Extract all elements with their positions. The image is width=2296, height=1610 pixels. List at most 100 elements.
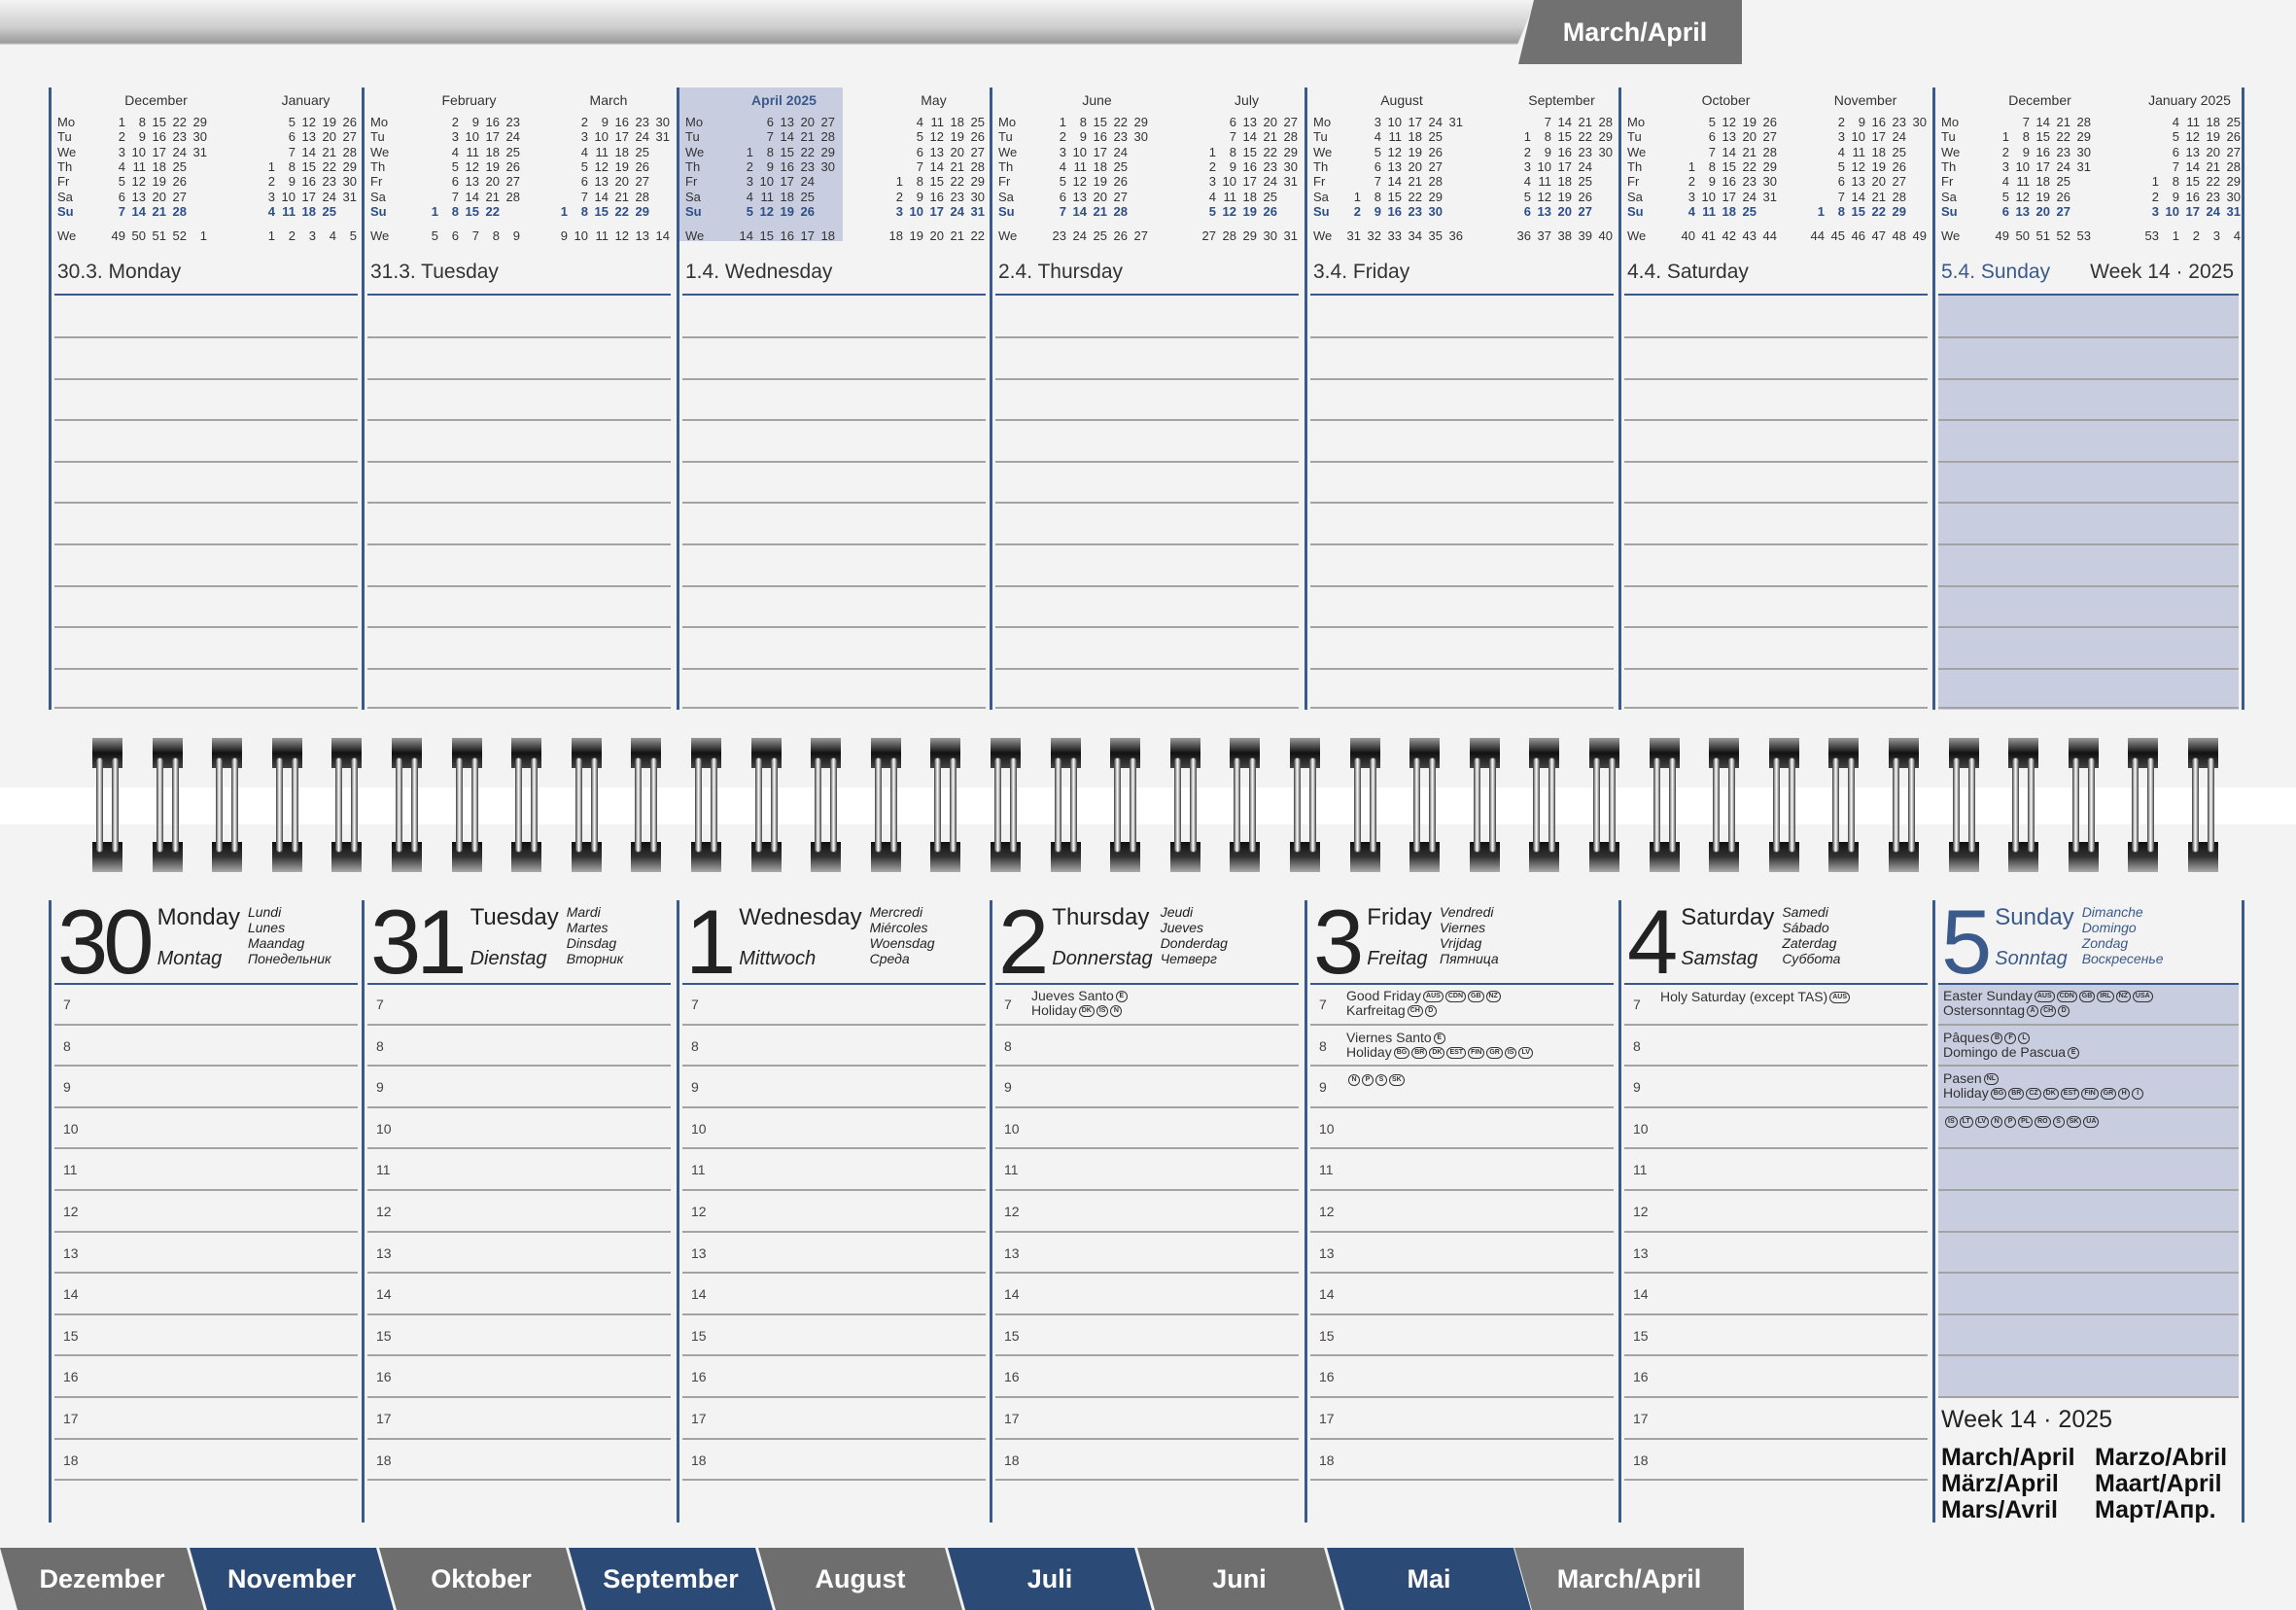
mini-calendar-day[interactable]: 29 <box>1133 115 1148 129</box>
mini-calendar-day[interactable]: 21 <box>950 158 964 174</box>
mini-calendar-day[interactable]: 20 <box>614 174 629 190</box>
mini-calendar-day[interactable]: 30 <box>342 174 357 190</box>
mini-calendar-day[interactable]: 16 <box>780 228 794 243</box>
mini-calendar-day[interactable] <box>1804 145 1825 159</box>
mini-calendar-day[interactable] <box>1340 145 1361 159</box>
mini-calendar-day[interactable]: 13 <box>2015 203 2030 219</box>
mini-calendar-day[interactable]: 12 <box>1222 203 1236 219</box>
mini-calendar-day[interactable]: 12 <box>1387 144 1402 159</box>
mini-calendar-day[interactable]: 5 <box>431 228 438 243</box>
mini-calendar-day[interactable]: 19 <box>2206 129 2220 145</box>
mini-calendar-day[interactable]: 23 <box>1113 129 1128 145</box>
mini-calendar-day[interactable] <box>418 174 438 189</box>
mini-calendar-day[interactable]: 24 <box>1263 174 1277 190</box>
mini-calendar-day[interactable]: 16 <box>1557 144 1572 159</box>
mini-calendar-day[interactable]: 29 <box>1762 158 1777 174</box>
mini-calendar-day[interactable]: 18 <box>950 115 964 129</box>
mini-calendar-day[interactable]: 21 <box>1742 144 1757 159</box>
mini-calendar-day[interactable]: 18 <box>1557 174 1572 190</box>
mini-calendar-day[interactable]: 31 <box>1762 189 1777 204</box>
mini-calendar-day[interactable]: 23 <box>950 189 964 204</box>
mini-calendar-day[interactable]: 11 <box>1073 158 1088 174</box>
mini-calendar-day[interactable]: 4 <box>1059 158 1066 174</box>
mini-calendar-day[interactable]: 10 <box>759 174 774 190</box>
mini-calendar-day[interactable]: 16 <box>2185 189 2200 204</box>
mini-calendar-day[interactable] <box>1906 129 1927 144</box>
month-tab-oktober[interactable]: Oktober <box>379 1548 583 1610</box>
mini-calendar-day[interactable]: 30 <box>655 115 670 129</box>
mini-calendar-day[interactable]: 27 <box>1283 115 1298 129</box>
mini-calendar-day[interactable]: 7 <box>288 144 296 159</box>
mini-calendar-day[interactable]: 10 <box>1387 115 1402 129</box>
mini-calendar-day[interactable]: 7 <box>2172 158 2179 174</box>
mini-calendar-day[interactable]: 18 <box>888 228 903 243</box>
mini-calendar-day[interactable]: 40 <box>1598 228 1613 243</box>
mini-calendar-day[interactable]: 13 <box>635 228 649 243</box>
mini-calendar-day[interactable]: 5 <box>451 158 459 174</box>
mini-calendar-day[interactable]: 24 <box>2206 203 2220 219</box>
mini-calendar-day[interactable]: 14 <box>1387 174 1402 190</box>
mini-calendar-day[interactable]: 11 <box>466 144 480 159</box>
mini-calendar-day[interactable] <box>255 145 275 159</box>
mini-calendar-day[interactable]: 21 <box>1871 189 1886 204</box>
mini-calendar-day[interactable]: 27 <box>342 129 357 145</box>
mini-calendar-day[interactable]: 10 <box>1222 174 1236 190</box>
month-tab-dezember[interactable]: Dezember <box>0 1548 204 1610</box>
mini-calendar-day[interactable]: 33 <box>1387 228 1402 243</box>
mini-calendar-day[interactable]: 17 <box>614 129 629 145</box>
mini-calendar-day[interactable]: 15 <box>1242 144 1257 159</box>
mini-calendar-day[interactable] <box>1277 190 1298 204</box>
mini-calendar-day[interactable]: 31 <box>342 189 357 204</box>
mini-calendar-day[interactable]: 28 <box>1762 144 1777 159</box>
mini-calendar-day[interactable]: 27 <box>1892 174 1906 190</box>
mini-calendar-day[interactable] <box>1675 129 1695 144</box>
mini-calendar-day[interactable]: 27 <box>172 189 187 204</box>
mini-calendar-day[interactable]: 13 <box>131 189 146 204</box>
mini-calendar-day[interactable]: 16 <box>614 115 629 129</box>
mini-calendar-day[interactable]: 11 <box>1852 144 1866 159</box>
mini-calendar-day[interactable]: 5 <box>1708 115 1716 129</box>
mini-calendar-day[interactable]: 31 <box>1283 174 1298 190</box>
mini-calendar-day[interactable]: 12 <box>759 203 774 219</box>
mini-calendar-day[interactable]: 2 <box>2192 228 2200 243</box>
mini-calendar-day[interactable]: 1 <box>431 203 438 219</box>
mini-calendar-day[interactable]: 24 <box>1113 144 1128 159</box>
mini-calendar-day[interactable]: 29 <box>2076 129 2091 145</box>
mini-calendar-day[interactable]: 31 <box>1346 228 1361 243</box>
mini-calendar-day[interactable]: 4 <box>118 158 125 174</box>
mini-calendar-day[interactable]: 25 <box>1428 129 1443 145</box>
mini-calendar-day[interactable]: 28 <box>1892 189 1906 204</box>
month-tab-juni[interactable]: Juni <box>1137 1548 1341 1610</box>
mini-calendar-day[interactable] <box>1804 159 1825 174</box>
mini-calendar-day[interactable]: 15 <box>594 203 609 219</box>
mini-calendar-day[interactable]: 29 <box>820 144 835 159</box>
mini-calendar-day[interactable]: 53 <box>2144 228 2159 243</box>
mini-calendar-day[interactable]: 9 <box>138 129 146 145</box>
mini-calendar-day[interactable]: 18 <box>614 144 629 159</box>
mini-calendar-day[interactable]: 23 <box>1263 158 1277 174</box>
mini-calendar-day[interactable]: 7 <box>1229 129 1236 145</box>
mini-calendar-day[interactable]: 16 <box>929 189 944 204</box>
mini-calendar-day[interactable]: 12 <box>2185 129 2200 145</box>
mini-calendar-day[interactable]: 27 <box>505 174 520 190</box>
mini-calendar-day[interactable]: 26 <box>800 203 815 219</box>
mini-calendar-day[interactable]: 13 <box>2185 144 2200 159</box>
mini-calendar-day[interactable]: 4 <box>916 115 923 129</box>
mini-calendar-day[interactable]: 6 <box>1229 115 1236 129</box>
mini-calendar-day[interactable]: 14 <box>2185 158 2200 174</box>
mini-calendar-day[interactable] <box>1128 145 1148 159</box>
mini-calendar-day[interactable]: 26 <box>1428 144 1443 159</box>
mini-calendar-day[interactable]: 17 <box>800 228 815 243</box>
mini-calendar-day[interactable] <box>1592 159 1613 174</box>
mini-calendar-day[interactable]: 11 <box>282 203 296 219</box>
mini-calendar-day[interactable]: 13 <box>780 115 794 129</box>
mini-calendar-day[interactable]: 47 <box>1871 228 1886 243</box>
mini-calendar-day[interactable]: 30 <box>1428 203 1443 219</box>
mini-calendar-day[interactable]: 9 <box>1374 203 1381 219</box>
mini-calendar-day[interactable]: 28 <box>1283 129 1298 145</box>
mini-calendar-day[interactable]: 3 <box>2151 203 2159 219</box>
mini-calendar-day[interactable]: 30 <box>820 158 835 174</box>
mini-calendar-day[interactable]: 17 <box>1871 129 1886 145</box>
mini-calendar-day[interactable]: 20 <box>1557 203 1572 219</box>
mini-calendar-day[interactable]: 3 <box>267 189 275 204</box>
